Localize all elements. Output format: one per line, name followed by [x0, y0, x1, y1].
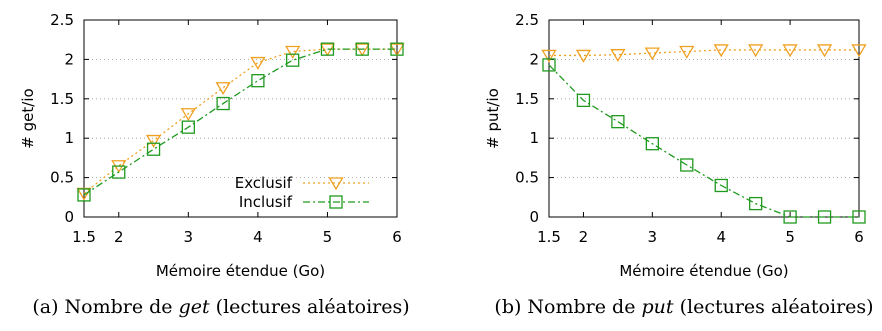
data-point-inclusif: [286, 53, 300, 67]
y-tick-label: 1.5: [50, 90, 74, 108]
chart-put: 0 0.5 1 1.5 2 2.5 1.5 2 3 4 5 6 Mémoire étendue (Go)…: [484, 11, 874, 318]
figure-caption: (b) Nombre de put (lectures aléatoires): [494, 296, 873, 318]
data-point-exclusif: [145, 134, 162, 148]
series-line-inclusif: [83, 48, 397, 196]
x-tick-label: 4: [253, 228, 263, 246]
data-point-inclusif: [645, 137, 659, 151]
y-tick-label: 2.5: [515, 11, 539, 29]
data-point-inclusif: [355, 42, 369, 56]
x-tick-label: 6: [854, 228, 864, 246]
x-tick-label: 3: [648, 228, 658, 246]
data-point-inclusif: [320, 42, 335, 56]
x-axis-label: Mémoire étendue (Go): [619, 262, 788, 280]
y-tick-label: 0: [529, 208, 539, 226]
y-axis-label: # get/io: [19, 88, 37, 148]
data-point-inclusif: [181, 120, 195, 134]
data-point-inclusif: [542, 58, 556, 72]
data-point-inclusif: [216, 96, 230, 111]
data-point-inclusif: [251, 74, 265, 88]
data-point-exclusif: [679, 45, 695, 59]
data-point-exclusif: [851, 44, 867, 58]
data-point-exclusif: [215, 82, 231, 96]
data-point-inclusif: [852, 210, 866, 224]
plot-frame: [548, 19, 860, 218]
y-tick-label: 0.5: [50, 169, 74, 187]
x-tick-label: 6: [392, 228, 402, 246]
data-point-exclusif: [713, 44, 729, 58]
series-line-exclusif: [549, 49, 859, 57]
x-tick-label: 2: [579, 228, 589, 246]
x-tick-label: 2: [114, 228, 124, 246]
data-point-exclusif: [541, 49, 557, 63]
x-tick-label: 1.5: [537, 228, 561, 246]
y-tick-label: 2.5: [50, 11, 74, 29]
data-point-exclusif: [250, 56, 266, 70]
y-tick-label: 1: [529, 129, 539, 147]
x-tick-label: 4: [716, 228, 726, 246]
data-point-inclusif: [817, 210, 832, 224]
y-tick-label: 1.5: [515, 90, 539, 108]
data-point-exclusif: [782, 44, 798, 58]
series-line-inclusif: [548, 64, 859, 218]
y-tick-label: 1: [64, 129, 74, 147]
data-point-exclusif: [575, 49, 592, 63]
data-point-exclusif: [748, 44, 764, 58]
y-tick-label: 0.5: [515, 169, 539, 187]
data-point-inclusif: [749, 196, 763, 211]
data-point-inclusif: [576, 93, 591, 108]
data-point-exclusif: [644, 47, 660, 61]
y-tick-label: 0: [64, 208, 74, 226]
y-tick-label: 2: [64, 50, 74, 68]
data-point-inclusif: [390, 42, 404, 56]
x-tick-label: 1.5: [72, 228, 96, 246]
data-point-inclusif: [146, 142, 161, 156]
data-point-exclusif: [816, 44, 833, 58]
legend-label: Exclusif: [235, 174, 293, 192]
chart-get: 0 0.5 1 1.5 2 2.5 1.5 2 3 4 5 6 Mémoire étendue (Go)…: [19, 11, 410, 318]
x-axis-label: Mémoire étendue (Go): [156, 262, 325, 280]
data-point-exclusif: [180, 108, 196, 122]
series-line-exclusif: [83, 48, 397, 194]
data-point-inclusif: [77, 188, 91, 202]
data-point-inclusif: [611, 115, 625, 129]
data-point-exclusif: [610, 49, 626, 62]
legend-marker: [328, 177, 344, 191]
y-axis-label: # put/io: [484, 88, 502, 149]
legend-marker: [329, 195, 343, 209]
plot-frame: [83, 19, 398, 218]
figure-caption: (a) Nombre de get (lectures aléatoires): [32, 296, 409, 318]
data-point-exclusif: [285, 45, 301, 59]
x-tick-label: 5: [785, 228, 795, 246]
data-point-inclusif: [112, 165, 126, 179]
x-tick-label: 5: [323, 228, 333, 246]
data-point-inclusif: [714, 178, 728, 193]
data-point-inclusif: [680, 158, 694, 172]
data-point-inclusif: [783, 210, 797, 224]
y-tick-label: 2: [529, 50, 539, 68]
x-tick-label: 3: [184, 228, 194, 246]
legend-label: Inclusif: [239, 193, 293, 211]
